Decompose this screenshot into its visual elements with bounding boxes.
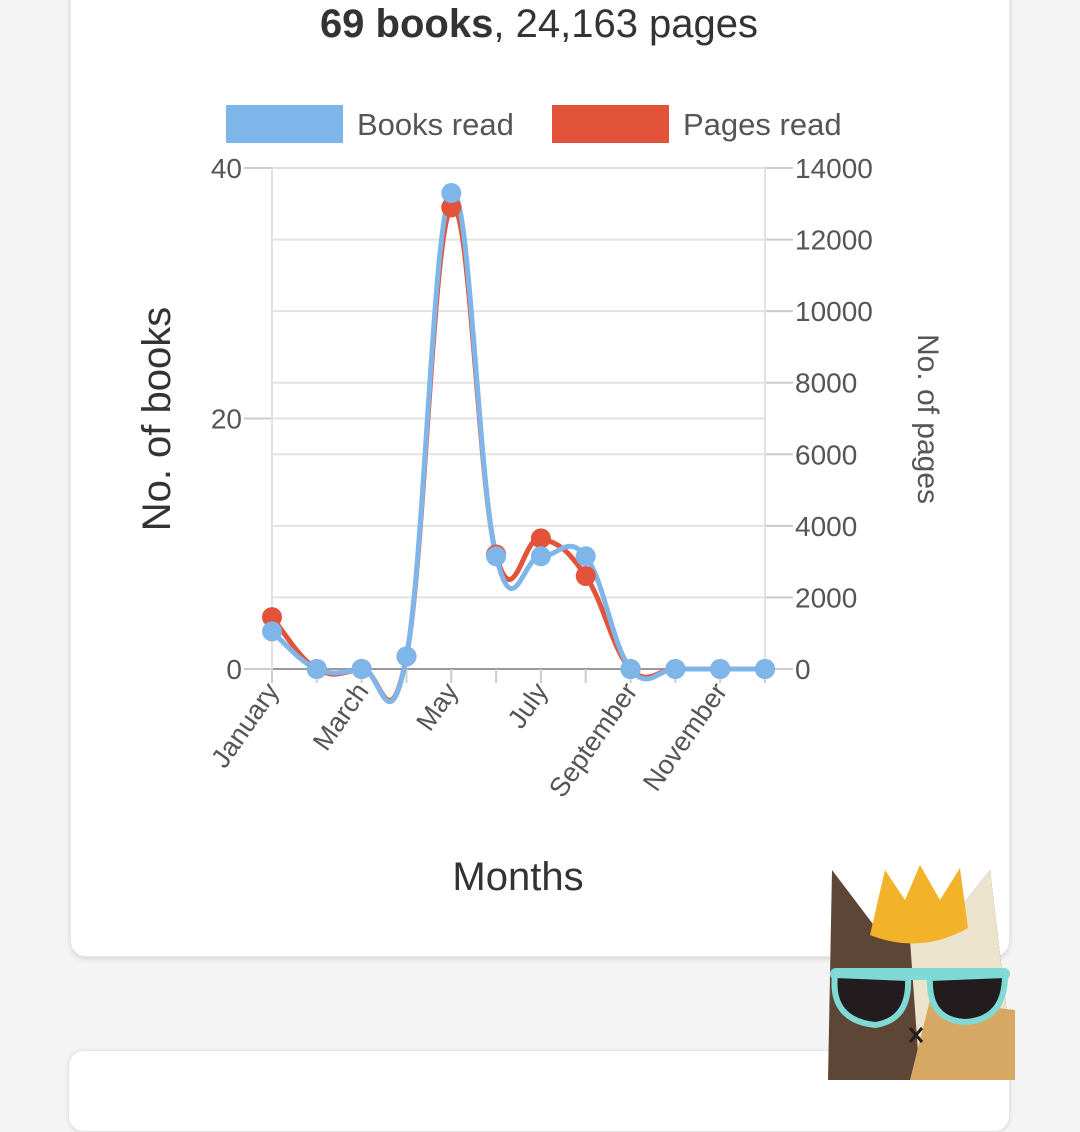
left-axis-title: No. of books xyxy=(135,307,179,532)
legend-pages-read-swatch xyxy=(552,105,669,143)
books-read-point xyxy=(575,546,596,567)
right-axis-title: No. of pages xyxy=(911,334,944,504)
x-tick-label: July xyxy=(502,677,554,734)
x-axis-title: Months xyxy=(452,855,583,899)
legend-pages-read-label: Pages read xyxy=(683,107,842,142)
books-read-point xyxy=(306,659,327,679)
cat-mascot-icon xyxy=(828,865,1015,1080)
x-tick-label: November xyxy=(637,677,733,796)
chart-axis-titles: Months No. of books No. of pages xyxy=(135,307,944,899)
x-tick-label: January xyxy=(205,677,285,773)
pages-read-point xyxy=(441,197,462,218)
pages-read-point xyxy=(530,528,551,549)
chart-lines xyxy=(270,189,765,704)
pages-count: 24,163 pages xyxy=(515,2,759,46)
right-tick-label: 10000 xyxy=(795,296,873,327)
summary-separator: , xyxy=(493,2,505,46)
books-read-point xyxy=(530,546,551,567)
books-read-point xyxy=(755,659,775,679)
pages-read-point xyxy=(575,565,596,586)
books-read-point xyxy=(620,659,641,679)
books-pages-chart: 0 20 40 0 2000 4000 6000 8000 10000 12000 14000 Jan… xyxy=(135,105,944,899)
right-tick-label: 14000 xyxy=(795,153,873,184)
left-tick-label: 40 xyxy=(211,153,242,184)
chart-points xyxy=(262,183,775,679)
stats-card xyxy=(70,0,1010,957)
books-read-point xyxy=(486,546,507,567)
books-read-point xyxy=(351,659,372,679)
books-read-point xyxy=(665,659,686,679)
books-read-line xyxy=(270,189,765,704)
right-tick-label: 8000 xyxy=(795,368,857,399)
x-tick-label: May xyxy=(410,677,464,736)
books-read-point xyxy=(441,183,462,204)
left-tick-label: 20 xyxy=(211,404,242,435)
pages-read-point xyxy=(262,607,282,628)
x-tick-label: September xyxy=(543,677,643,802)
chart-axes: 0 20 40 0 2000 4000 6000 8000 10000 12000 14000 Jan… xyxy=(205,153,873,803)
chart-legend[interactable]: Books read Pages read xyxy=(226,105,842,143)
x-tick-label: March xyxy=(307,677,375,756)
right-tick-label: 0 xyxy=(795,654,811,685)
books-count: 69 books xyxy=(319,2,494,46)
right-tick-label: 4000 xyxy=(795,511,857,542)
books-read-point xyxy=(262,621,282,642)
legend-books-read-label: Books read xyxy=(357,107,514,142)
legend-books-read-swatch xyxy=(226,105,343,143)
right-tick-label: 2000 xyxy=(795,582,857,613)
books-read-point xyxy=(710,659,731,679)
right-tick-label: 12000 xyxy=(795,225,873,256)
books-read-point xyxy=(396,646,417,667)
right-tick-label: 6000 xyxy=(795,439,857,470)
left-tick-label: 0 xyxy=(226,654,242,685)
reading-summary: 69 books, 24,163 pages xyxy=(70,2,1008,47)
chart-grid xyxy=(244,167,793,683)
